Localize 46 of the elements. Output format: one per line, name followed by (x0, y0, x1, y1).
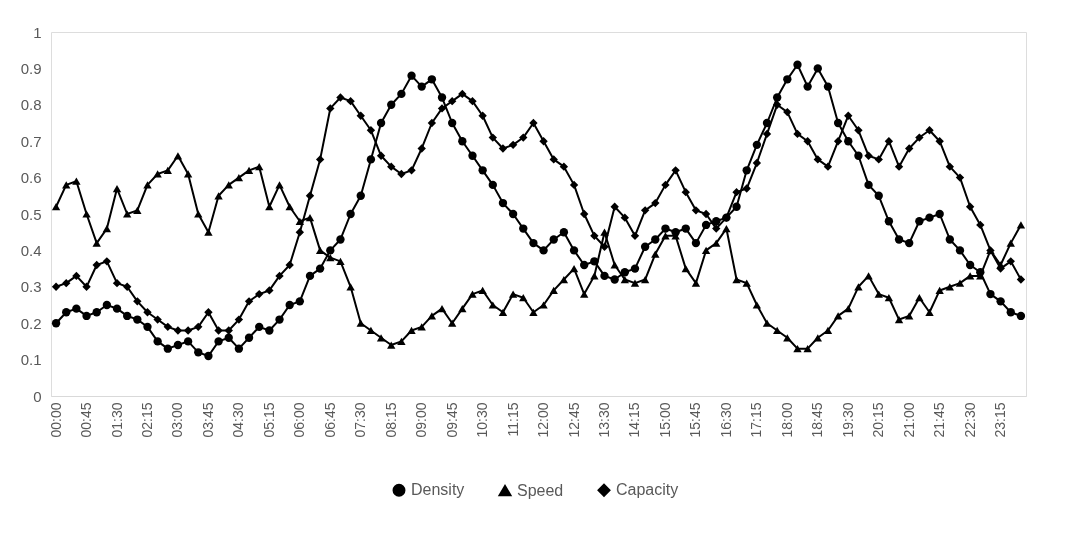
x-tick-label: 15:45 (687, 402, 704, 438)
x-tick-label: 03:00 (169, 402, 186, 438)
x-tick-label: 18:00 (778, 402, 795, 438)
x-tick-label: 01:30 (108, 402, 125, 438)
y-tick-label: 0.9 (20, 59, 42, 77)
y-tick-label: 0.3 (20, 278, 42, 296)
x-tick-label: 05:15 (260, 402, 277, 438)
x-tick-label: 15:00 (656, 402, 673, 438)
x-tick-label: 22:30 (961, 402, 978, 438)
y-tick-label: 0.2 (20, 314, 42, 332)
legend-label: Capacity (616, 481, 679, 499)
x-tick-label: 14:15 (626, 402, 643, 438)
x-tick-label: 21:45 (931, 402, 948, 438)
y-tick-label: 0.6 (20, 169, 42, 187)
x-tick-label: 20:15 (870, 402, 887, 438)
x-tick-label: 23:15 (992, 402, 1009, 438)
y-tick-label: 0.4 (20, 241, 42, 259)
x-tick-label: 09:45 (443, 402, 460, 438)
x-tick-label: 03:45 (199, 402, 216, 438)
legend-label: Density (411, 481, 465, 499)
x-tick-label: 10:30 (474, 402, 491, 438)
x-tick-label: 06:45 (321, 402, 338, 438)
x-tick-label: 11:15 (504, 402, 521, 437)
x-tick-label: 00:00 (47, 402, 64, 438)
y-tick-label: 0.8 (20, 96, 42, 114)
x-tick-label: 08:15 (382, 402, 399, 438)
y-tick-label: 0 (33, 387, 42, 405)
x-tick-label: 12:00 (535, 402, 552, 438)
legend-label: Speed (517, 481, 564, 499)
x-tick-label: 04:30 (230, 402, 247, 438)
x-tick-label: 13:30 (596, 402, 613, 438)
y-tick-label: 0.1 (20, 351, 42, 369)
y-tick-label: 1 (33, 23, 42, 41)
x-tick-label: 16:30 (717, 402, 734, 438)
x-tick-label: 18:45 (809, 402, 826, 438)
x-tick-label: 21:00 (900, 402, 917, 438)
x-tick-label: 07:30 (352, 402, 369, 438)
x-tick-label: 12:45 (565, 402, 582, 438)
y-tick-label: 0.5 (20, 205, 42, 223)
x-tick-label: 02:15 (138, 402, 155, 438)
x-tick-label: 00:45 (78, 402, 95, 438)
x-tick-label: 17:15 (748, 402, 765, 438)
x-tick-label: 09:00 (413, 402, 430, 438)
x-tick-label: 19:30 (839, 402, 856, 438)
x-tick-label: 06:00 (291, 402, 308, 438)
y-tick-label: 0.7 (20, 132, 42, 150)
